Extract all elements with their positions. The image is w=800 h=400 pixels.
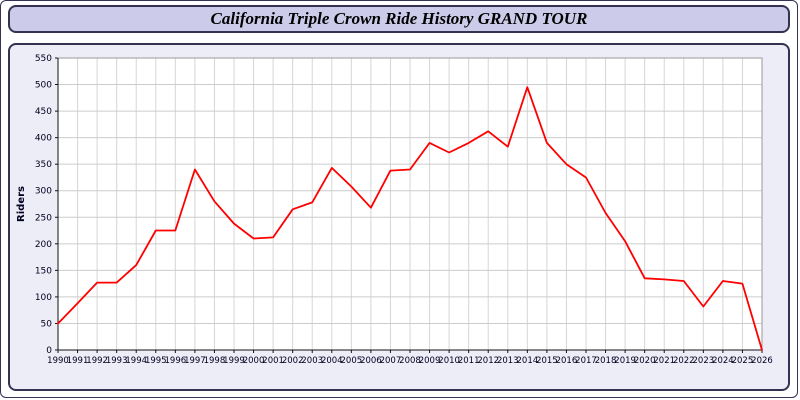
x-tick-label: 2013 bbox=[497, 356, 519, 366]
x-tick-label: 2015 bbox=[536, 356, 558, 366]
y-tick-label: 0 bbox=[46, 346, 52, 356]
x-tick-label: 2024 bbox=[712, 356, 734, 366]
x-tick-label: 2025 bbox=[732, 356, 754, 366]
x-tick-label: 2003 bbox=[301, 356, 323, 366]
x-tick-label: 2021 bbox=[653, 356, 675, 366]
y-tick-label: 100 bbox=[35, 293, 52, 303]
y-tick-label: 400 bbox=[35, 134, 52, 144]
x-tick-label: 2019 bbox=[614, 356, 636, 366]
y-tick-label: 450 bbox=[35, 107, 52, 117]
x-tick-label: 2006 bbox=[360, 356, 382, 366]
x-tick-label: 2010 bbox=[438, 356, 460, 366]
x-tick-label: 2020 bbox=[634, 356, 656, 366]
x-tick-label: 2005 bbox=[341, 356, 363, 366]
x-tick-label: 1991 bbox=[67, 356, 89, 366]
x-tick-label: 2000 bbox=[243, 356, 265, 366]
x-tick-label: 2018 bbox=[595, 356, 617, 366]
x-tick-label: 1992 bbox=[86, 356, 108, 366]
y-tick-label: 350 bbox=[35, 160, 52, 170]
x-tick-label: 1993 bbox=[106, 356, 128, 366]
riders-series-line bbox=[57, 86, 763, 351]
line-chart: 1990199119921993199419951996199719981999… bbox=[16, 54, 773, 366]
x-tick-label: 1999 bbox=[223, 356, 245, 366]
y-tick-label: 50 bbox=[41, 319, 53, 329]
y-tick-label: 150 bbox=[35, 266, 52, 276]
y-tick-label: 200 bbox=[35, 240, 52, 250]
x-tick-label: 1995 bbox=[145, 356, 167, 366]
x-tick-label: 1990 bbox=[47, 356, 69, 366]
y-tick-label: 500 bbox=[35, 81, 52, 91]
x-tick-label: 2001 bbox=[262, 356, 284, 366]
y-axis-label: Riders bbox=[16, 186, 27, 222]
x-tick-label: 2022 bbox=[673, 356, 695, 366]
x-tick-label: 1997 bbox=[184, 356, 206, 366]
chart-title-bar: California Triple Crown Ride History GRA… bbox=[8, 5, 790, 33]
x-tick-label: 2012 bbox=[477, 356, 499, 366]
y-tick-label: 300 bbox=[35, 187, 52, 197]
y-tick-label: 550 bbox=[35, 54, 52, 64]
chart-panel: 1990 1991 1992 1993 1994 1995 1996 1997 1998 1999… bbox=[8, 43, 790, 391]
x-tick-label: 2008 bbox=[399, 356, 421, 366]
x-tick-label: 2023 bbox=[693, 356, 715, 366]
x-tick-label: 1994 bbox=[125, 356, 147, 366]
x-tick-label: 2026 bbox=[751, 356, 773, 366]
y-tick-label: 250 bbox=[35, 213, 52, 223]
x-tick-label: 2002 bbox=[282, 356, 304, 366]
x-tick-label: 1996 bbox=[165, 356, 187, 366]
x-tick-label: 2011 bbox=[458, 356, 480, 366]
x-tick-label: 2016 bbox=[556, 356, 578, 366]
x-tick-label: 2004 bbox=[321, 356, 343, 366]
x-tick-label: 2009 bbox=[419, 356, 441, 366]
x-tick-label: 2014 bbox=[517, 356, 539, 366]
x-tick-label: 2017 bbox=[575, 356, 597, 366]
page-title: California Triple Crown Ride History GRA… bbox=[210, 9, 588, 28]
x-tick-label: 1998 bbox=[204, 356, 226, 366]
x-tick-label: 2007 bbox=[380, 356, 402, 366]
